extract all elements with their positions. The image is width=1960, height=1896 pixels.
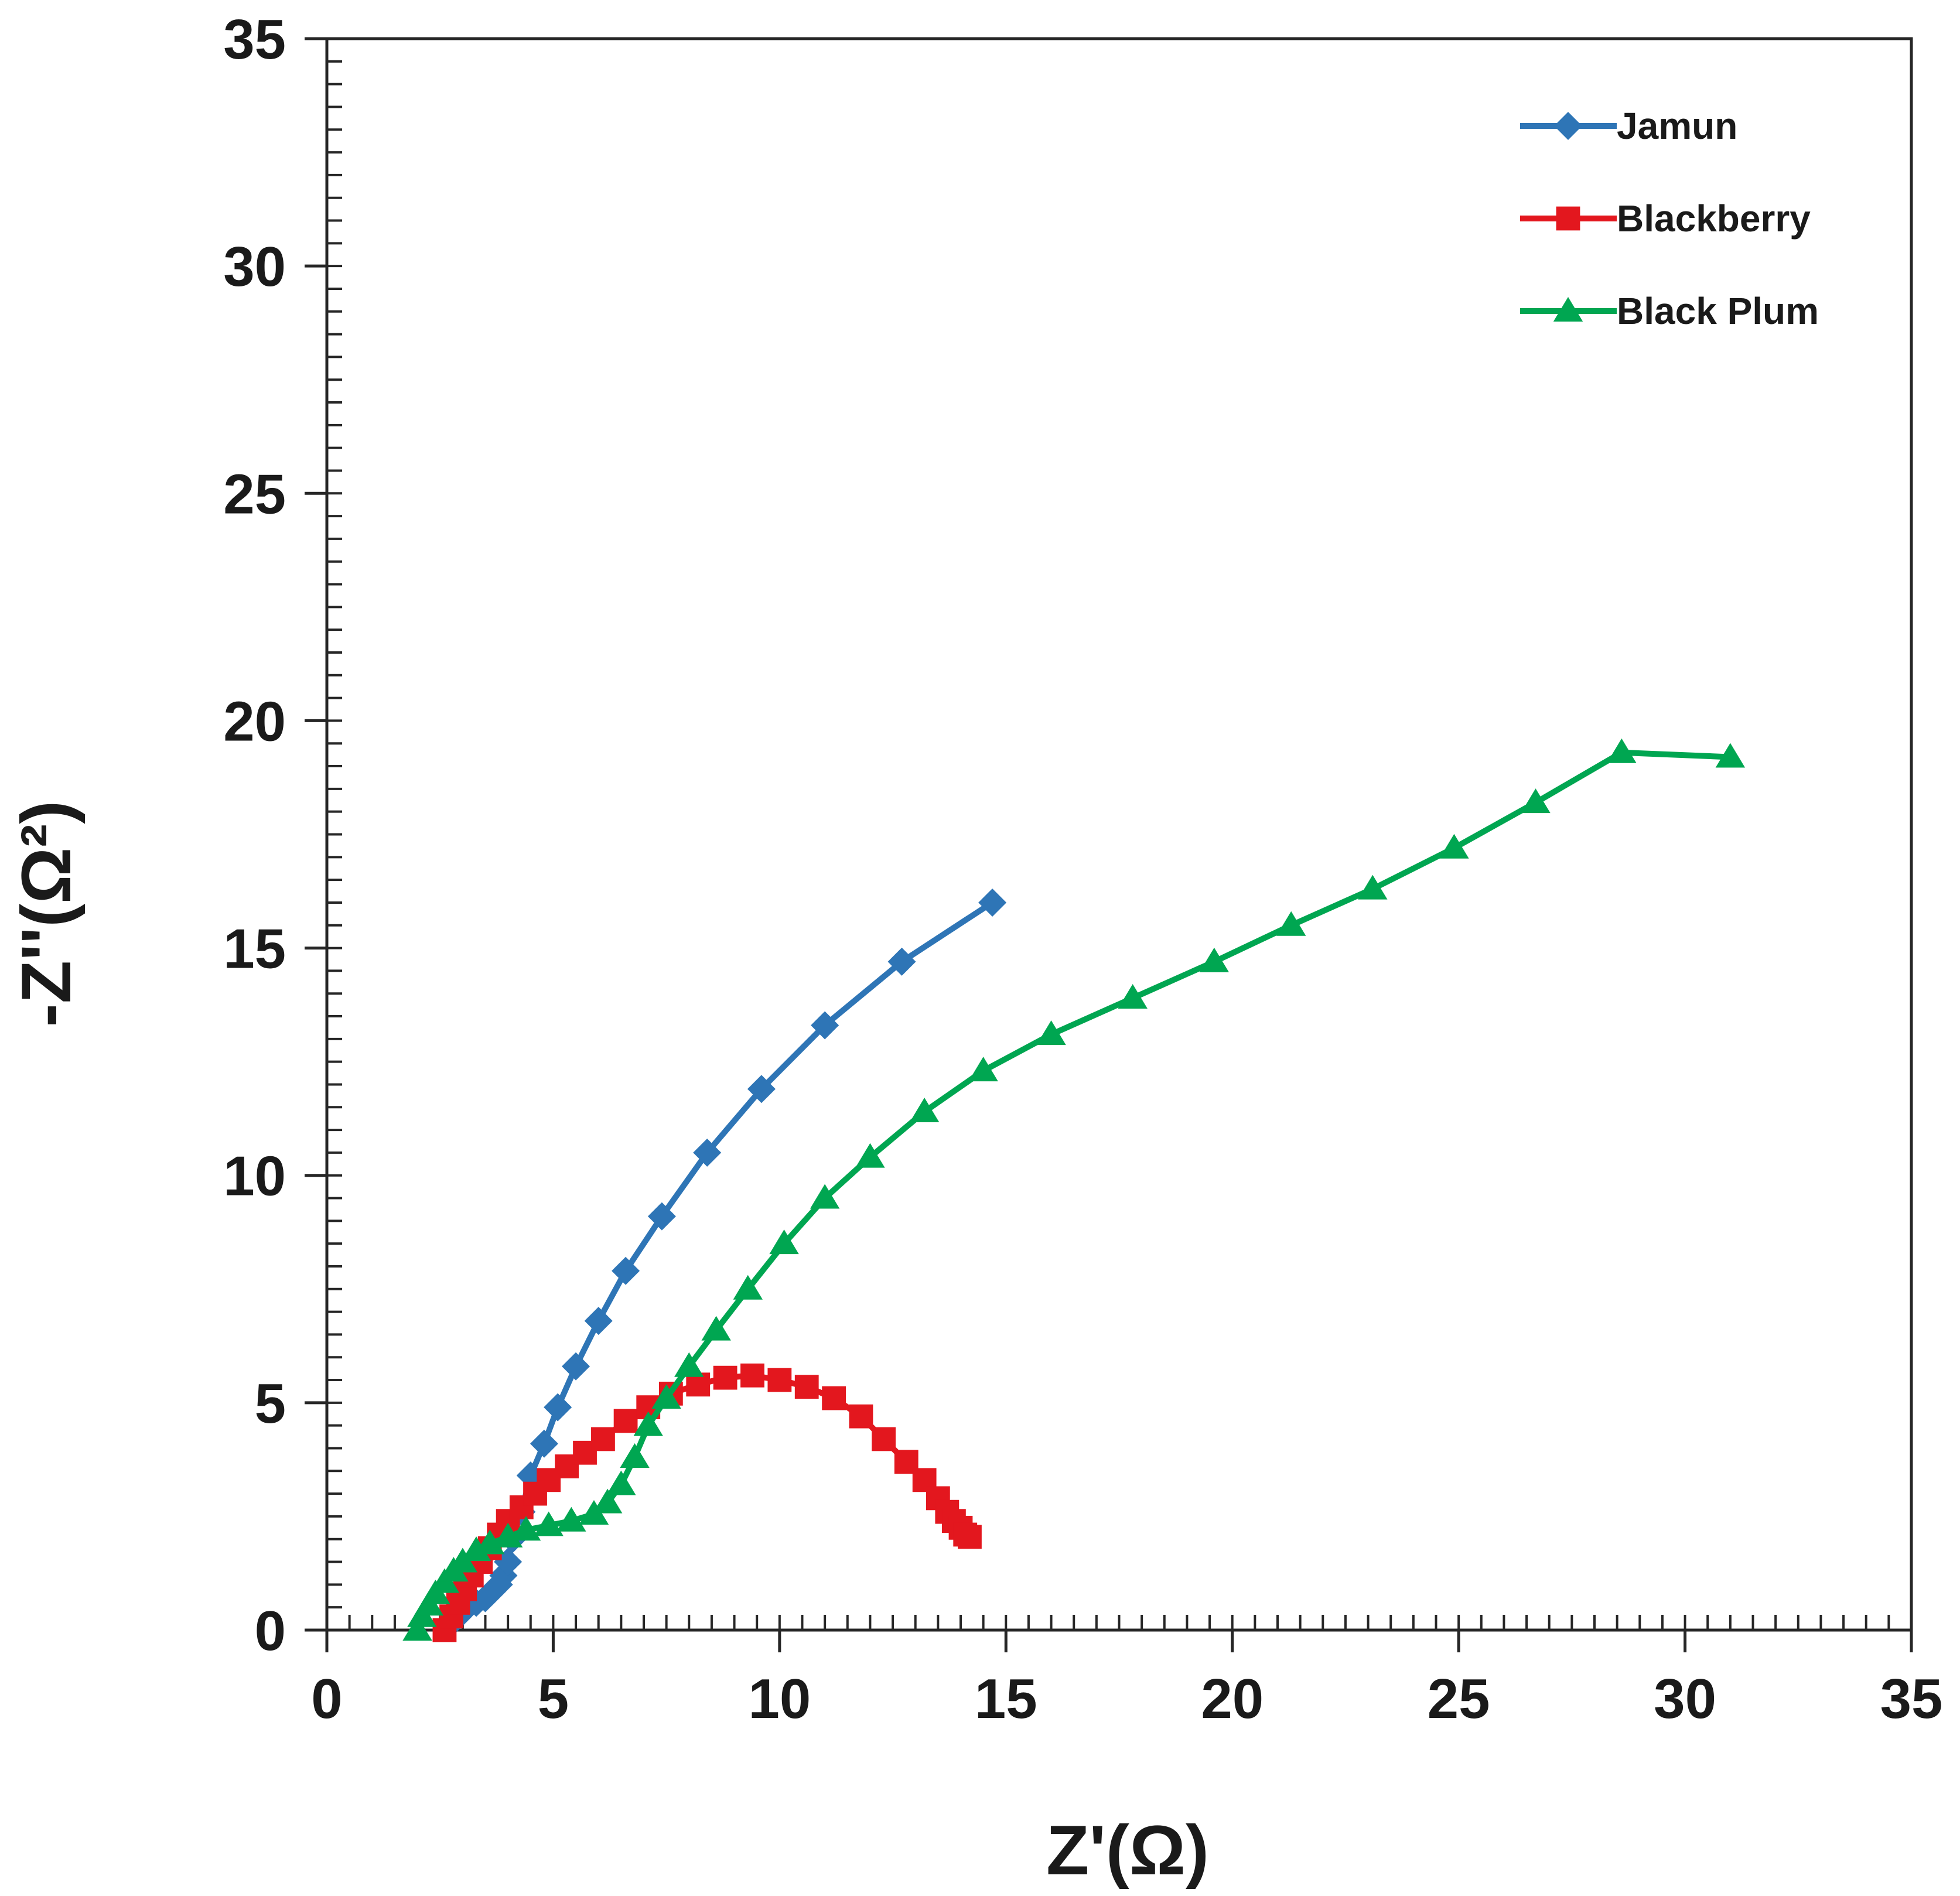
x-tick-label: 30: [1654, 1668, 1716, 1730]
y-tick-label: 0: [255, 1600, 286, 1662]
x-tick-labels: 0 5 10 15 20 25 30 35: [311, 1668, 1942, 1730]
legend-marker-blackberry: [1556, 206, 1580, 231]
data-point-black-plum: [674, 1352, 704, 1377]
y-tick-label: 15: [223, 918, 286, 981]
y-tick-label: 25: [223, 463, 286, 525]
data-point-black-plum: [855, 1143, 885, 1168]
data-point-black-plum: [1521, 788, 1551, 814]
legend-label-jamun: Jamun: [1617, 105, 1737, 147]
legend-label-blackberry: Blackberry: [1617, 197, 1811, 240]
series-black-plum: [402, 738, 1746, 1641]
data-point-black-plum: [402, 1616, 432, 1641]
data-point-black-plum: [1118, 983, 1148, 1009]
legend-item-blackberry: Blackberry: [1520, 197, 1811, 240]
data-point-blackberry: [591, 1427, 615, 1451]
legend: Jamun Blackberry Black Plum: [1520, 105, 1819, 332]
data-point-black-plum: [701, 1316, 731, 1341]
data-point-blackberry: [794, 1375, 819, 1399]
minor-ticks: [326, 37, 1913, 1631]
data-point-black-plum: [1715, 743, 1746, 768]
data-point-black-plum: [534, 1511, 564, 1536]
legend-item-jamun: Jamun: [1520, 105, 1737, 147]
legend-marker-jamun: [1554, 112, 1582, 140]
data-point-black-plum: [633, 1411, 663, 1436]
data-point-jamun: [693, 1138, 722, 1167]
data-point-black-plum: [620, 1443, 650, 1468]
y-axis-title: -Z''(Ω²): [7, 801, 86, 1027]
y-tick-labels: 0 5 10 15 20 25 30 35: [223, 8, 286, 1662]
data-point-black-plum: [1607, 738, 1637, 763]
data-point-blackberry: [713, 1365, 737, 1390]
data-point-blackberry: [849, 1404, 873, 1429]
series-layer: [402, 738, 1746, 1642]
x-tick-label: 15: [975, 1668, 1037, 1730]
y-tick-label: 20: [223, 690, 286, 753]
y-tick-label: 35: [223, 8, 286, 71]
data-point-jamun: [530, 1429, 558, 1458]
y-tick-label: 30: [223, 235, 286, 298]
y-tick-label: 10: [223, 1145, 286, 1208]
data-point-black-plum: [769, 1229, 799, 1255]
data-point-black-plum: [909, 1098, 940, 1123]
data-point-blackberry: [740, 1363, 764, 1388]
data-point-black-plum: [968, 1057, 998, 1082]
data-point-black-plum: [511, 1516, 541, 1541]
data-point-jamun: [811, 1011, 839, 1040]
y-tick-label: 5: [255, 1372, 286, 1435]
data-point-black-plum: [1036, 1020, 1066, 1046]
major-ticks: [305, 37, 1913, 1652]
data-point-black-plum: [493, 1522, 523, 1547]
legend-marker-black-plum: [1553, 297, 1583, 322]
data-point-black-plum: [1358, 874, 1388, 900]
data-point-jamun: [544, 1393, 572, 1422]
data-point-black-plum: [1276, 911, 1306, 936]
data-point-black-plum: [733, 1275, 763, 1300]
data-point-blackberry: [613, 1409, 638, 1433]
data-point-black-plum: [1439, 833, 1469, 859]
x-tick-label: 35: [1880, 1668, 1943, 1730]
data-point-blackberry: [767, 1368, 792, 1392]
data-point-jamun: [612, 1256, 640, 1285]
data-point-blackberry: [872, 1427, 896, 1451]
x-tick-label: 5: [538, 1668, 569, 1730]
data-point-black-plum: [556, 1506, 586, 1532]
data-point-black-plum: [475, 1529, 505, 1555]
x-axis-title: Z'(Ω): [1046, 1811, 1209, 1890]
data-point-jamun: [887, 947, 916, 976]
x-tick-label: 20: [1201, 1668, 1264, 1730]
data-point-blackberry: [822, 1386, 846, 1410]
x-tick-label: 10: [748, 1668, 811, 1730]
data-point-black-plum: [1199, 947, 1229, 972]
data-point-black-plum: [606, 1470, 636, 1495]
data-point-black-plum: [592, 1488, 623, 1514]
x-tick-label: 0: [311, 1668, 342, 1730]
data-point-jamun: [584, 1307, 613, 1335]
data-point-black-plum: [461, 1536, 491, 1562]
data-point-jamun: [747, 1075, 776, 1104]
legend-label-black-plum: Black Plum: [1617, 290, 1819, 332]
x-tick-label: 25: [1428, 1668, 1490, 1730]
data-point-jamun: [562, 1352, 590, 1381]
legend-item-black-plum: Black Plum: [1520, 290, 1819, 332]
data-point-black-plum: [810, 1184, 840, 1209]
data-point-jamun: [978, 888, 1007, 917]
data-point-jamun: [647, 1202, 676, 1231]
data-point-blackberry: [958, 1525, 982, 1549]
data-point-black-plum: [651, 1384, 681, 1409]
